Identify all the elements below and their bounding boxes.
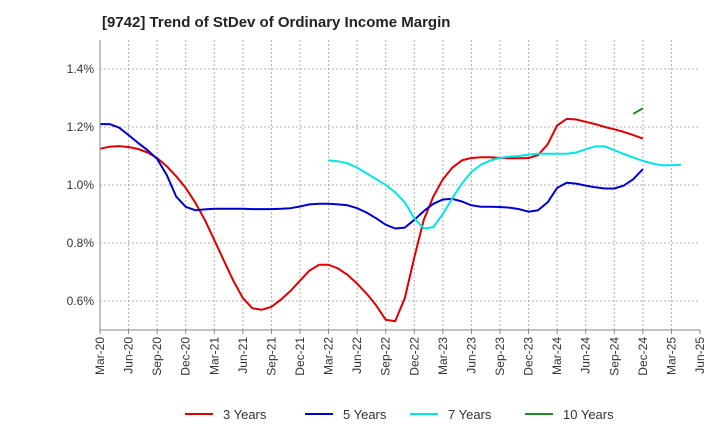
series-line-10-years <box>632 107 644 115</box>
y-tick-label: 1.4% <box>67 62 95 76</box>
x-tick-label: Sep-24 <box>607 337 621 376</box>
x-tick-label: Dec-24 <box>636 337 650 376</box>
x-tick-label: Dec-22 <box>407 337 421 376</box>
series-line-7-years <box>328 145 682 230</box>
legend-label: 3 Years <box>223 407 267 422</box>
legend-label: 7 Years <box>448 407 492 422</box>
series-lines <box>99 107 682 323</box>
x-tick-label: Jun-24 <box>579 337 593 374</box>
legend-label: 10 Years <box>563 407 614 422</box>
x-tick-label: Mar-24 <box>550 337 564 375</box>
x-tick-label: Dec-21 <box>293 337 307 376</box>
x-tick-label: Sep-23 <box>493 337 507 376</box>
legend-label: 5 Years <box>343 407 387 422</box>
chart-title: [9742] Trend of StDev of Ordinary Income… <box>102 14 451 31</box>
x-tick-label: Dec-20 <box>179 337 193 376</box>
x-tick-label: Mar-25 <box>664 337 678 375</box>
x-tick-label: Jun-25 <box>693 337 707 374</box>
x-tick-label: Sep-22 <box>379 337 393 376</box>
y-tick-label: 1.2% <box>67 120 95 134</box>
x-tick-label: Jun-21 <box>236 337 250 374</box>
y-tick-label: 1.0% <box>67 178 95 192</box>
y-tick-labels: 0.6% 0.8% 1.0% 1.2% 1.4% <box>67 62 95 308</box>
x-tick-labels: Mar-20 Jun-20 Sep-20 Dec-20 Mar-21 Jun-21 Sep-… <box>93 337 707 376</box>
gridlines <box>99 40 701 334</box>
x-tick-label: Mar-22 <box>322 337 336 375</box>
x-tick-label: Jun-22 <box>350 337 364 374</box>
legend: 3 Years 5 Years 7 Years 10 Years <box>185 407 614 422</box>
y-tick-label: 0.8% <box>67 236 95 250</box>
x-tick-label: Jun-20 <box>122 337 136 374</box>
x-tick-label: Mar-20 <box>93 337 107 375</box>
x-tick-label: Jun-23 <box>464 337 478 374</box>
x-tick-label: Sep-20 <box>150 337 164 376</box>
x-tick-label: Mar-21 <box>207 337 221 375</box>
x-tick-label: Dec-23 <box>522 337 536 376</box>
series-line-5-years <box>100 123 644 230</box>
x-tick-label: Sep-21 <box>264 337 278 376</box>
x-tick-label: Mar-23 <box>436 337 450 375</box>
series-line-3-years <box>99 117 644 323</box>
y-tick-label: 0.6% <box>67 294 95 308</box>
